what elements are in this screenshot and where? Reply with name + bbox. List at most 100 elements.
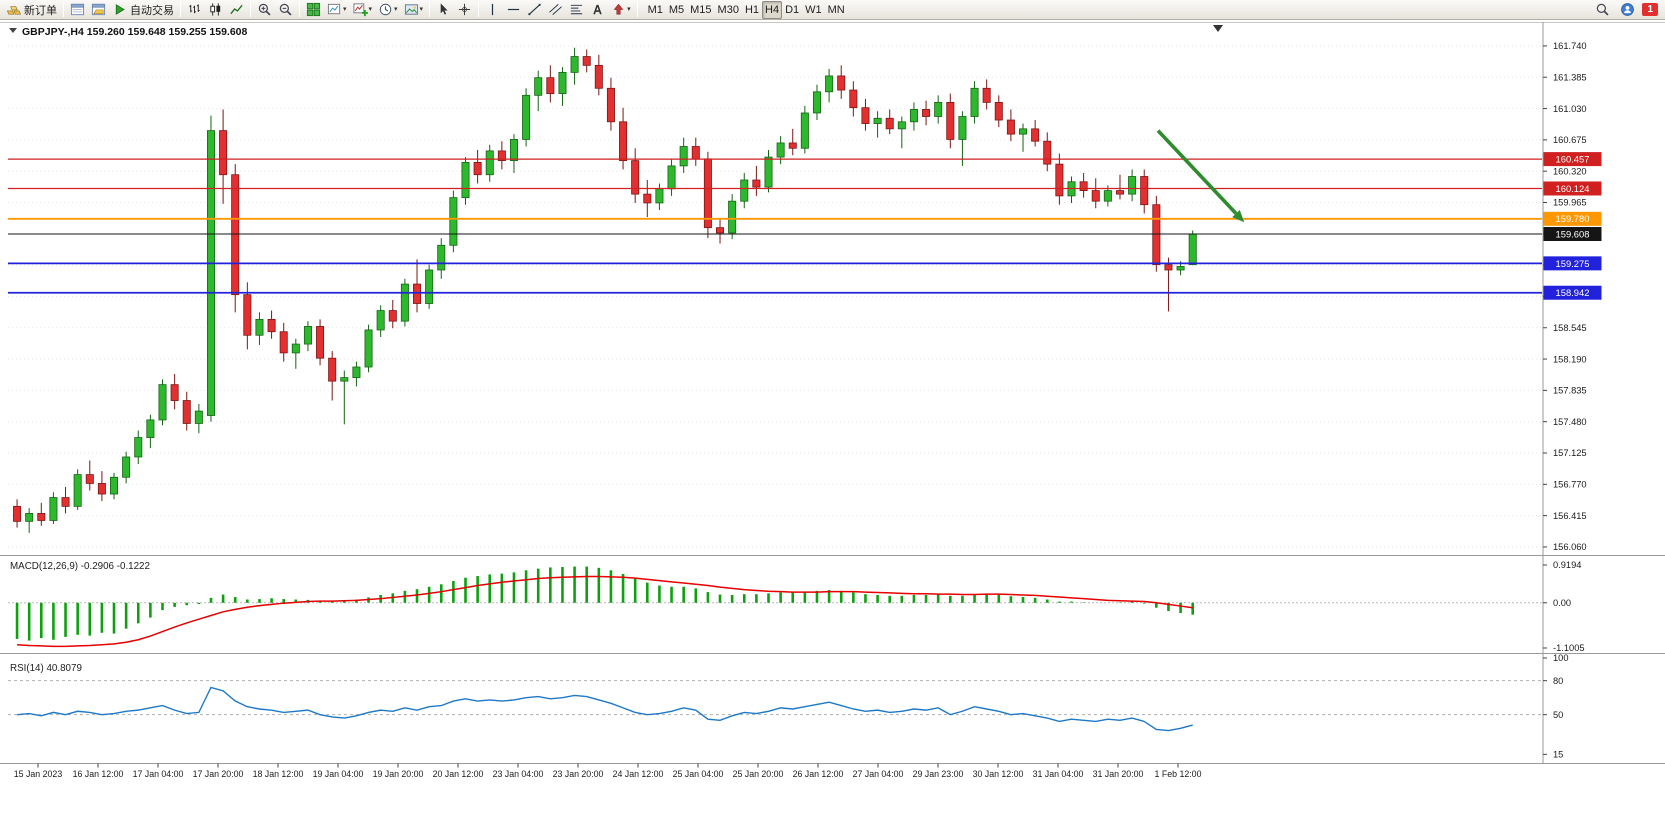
price-badge-159.780 bbox=[1543, 211, 1602, 226]
timeframe-button-h4[interactable]: H4 bbox=[762, 0, 783, 19]
chart-symbol-header: GBPJPY-,H4 159.260 159.648 159.255 159.6… bbox=[22, 26, 248, 38]
rsi-axis-label: 50 bbox=[1553, 710, 1563, 720]
screenshot-button[interactable]: ▾ bbox=[401, 1, 427, 19]
timeframe-button-w1[interactable]: W1 bbox=[802, 1, 825, 19]
search-button[interactable] bbox=[1592, 1, 1613, 19]
macd-axis-label: 0.9194 bbox=[1553, 560, 1581, 570]
periods-clock-icon bbox=[379, 3, 392, 16]
crosshair-button[interactable] bbox=[454, 1, 475, 19]
symbol-collapse-icon[interactable] bbox=[9, 28, 17, 33]
zoom-in-button[interactable] bbox=[254, 1, 275, 19]
equidistant-channel-button[interactable] bbox=[545, 1, 566, 19]
timeframe-button-mn[interactable]: MN bbox=[825, 1, 848, 19]
auto-trading-button[interactable]: 自动交易 bbox=[109, 1, 177, 19]
time-axis[interactable] bbox=[0, 764, 1665, 804]
timeframe-button-m5[interactable]: M5 bbox=[666, 1, 687, 19]
annotation-arrow[interactable] bbox=[1156, 129, 1238, 215]
price-axis-label: 159.965 bbox=[1553, 198, 1587, 208]
candlestick-chart-icon bbox=[210, 3, 221, 16]
time-axis-label: 25 Jan 20:00 bbox=[733, 769, 784, 779]
toolbar-separator bbox=[478, 2, 480, 17]
price-badge-158.942 bbox=[1543, 285, 1602, 300]
line-chart-button[interactable] bbox=[226, 1, 247, 19]
macd-signal-line bbox=[17, 575, 1193, 648]
timeframe-button-d1[interactable]: D1 bbox=[782, 1, 802, 19]
chart-plot-area[interactable] bbox=[8, 24, 1542, 554]
trendline-button[interactable] bbox=[524, 1, 545, 19]
time-axis-label: 26 Jan 12:00 bbox=[793, 769, 844, 779]
vertical-line-button[interactable] bbox=[482, 1, 503, 19]
toolbar-right-group: 1 bbox=[1592, 1, 1662, 19]
chart-canvas[interactable]: 161.740 161.385 161.030 160.675 160.320 159.9… bbox=[0, 20, 1665, 831]
dropdown-caret[interactable]: ▾ bbox=[419, 6, 424, 13]
price-axis-label: 157.835 bbox=[1553, 386, 1587, 396]
equidistant-channel-icon bbox=[549, 3, 562, 16]
candlestick-chart-button[interactable] bbox=[205, 1, 226, 19]
price-axis[interactable] bbox=[1543, 22, 1665, 763]
time-axis-label: 17 Jan 20:00 bbox=[193, 769, 244, 779]
price-badge-label: 160.457 bbox=[1556, 154, 1590, 165]
time-axis-label: 31 Jan 20:00 bbox=[1093, 769, 1144, 779]
bars-chart-icon bbox=[189, 4, 200, 14]
market-watch-button[interactable] bbox=[67, 1, 88, 19]
rsi-axis-label: 80 bbox=[1553, 676, 1563, 686]
dropdown-caret[interactable]: ▾ bbox=[368, 6, 373, 13]
screenshot-icon bbox=[404, 4, 418, 15]
arrows-button[interactable]: ▾ bbox=[608, 1, 634, 19]
toolbar-separator bbox=[63, 2, 64, 17]
macd-label: MACD(12,26,9) -0.2906 -0.1222 bbox=[10, 561, 150, 572]
zoom-out-icon bbox=[279, 3, 292, 16]
price-badge-label: 160.124 bbox=[1556, 183, 1590, 194]
main-toolbar: 新订单 自动交易 ▾ ▾ ▾ ▾ bbox=[0, 0, 1665, 20]
price-axis-label: 158.545 bbox=[1553, 323, 1587, 333]
auto-trading-play-icon bbox=[115, 4, 125, 15]
dropdown-caret[interactable]: ▾ bbox=[343, 6, 347, 13]
horizontal-line-button[interactable] bbox=[503, 1, 524, 19]
time-axis-label: 31 Jan 04:00 bbox=[1033, 769, 1084, 779]
price-badge-159.275 bbox=[1543, 256, 1602, 271]
time-axis-label: 23 Jan 04:00 bbox=[493, 769, 544, 779]
timeframe-button-m30[interactable]: M30 bbox=[715, 1, 742, 19]
timeframe-button-m1[interactable]: M1 bbox=[645, 1, 666, 19]
price-axis-label: 160.675 bbox=[1553, 135, 1587, 145]
time-axis-label: 19 Jan 20:00 bbox=[373, 769, 424, 779]
rsi-line bbox=[16, 686, 1193, 732]
price-badge-label: 159.780 bbox=[1556, 213, 1590, 224]
timeframe-button-h1[interactable]: H1 bbox=[742, 1, 762, 19]
time-axis-label: 27 Jan 04:00 bbox=[853, 769, 904, 779]
navigator-button[interactable] bbox=[88, 1, 109, 19]
time-axis-label: 30 Jan 12:00 bbox=[973, 769, 1024, 779]
annotation-arrow-head bbox=[1232, 209, 1245, 223]
templates-button[interactable]: ▾ bbox=[324, 1, 350, 19]
chart-background[interactable] bbox=[0, 20, 1665, 831]
timeframe-button-m15[interactable]: M15 bbox=[687, 1, 714, 19]
indicators-button[interactable]: ▾ bbox=[350, 1, 376, 19]
price-axis-label: 156.415 bbox=[1553, 511, 1587, 521]
tile-windows-button[interactable] bbox=[303, 1, 324, 19]
indicators-icon bbox=[352, 3, 368, 17]
fibonacci-button[interactable] bbox=[566, 1, 587, 19]
new-order-label: 新订单 bbox=[24, 4, 57, 17]
price-axis-label: 157.480 bbox=[1553, 417, 1587, 427]
time-axis-label: 23 Jan 20:00 bbox=[553, 769, 604, 779]
periods-button[interactable]: ▾ bbox=[375, 1, 401, 19]
bars-chart-button[interactable] bbox=[184, 1, 205, 19]
toolbar-separator bbox=[636, 2, 638, 17]
arrows-icon bbox=[613, 3, 624, 15]
dropdown-caret[interactable]: ▾ bbox=[394, 6, 398, 13]
text-button[interactable] bbox=[587, 1, 608, 19]
vertical-line-icon bbox=[491, 3, 494, 16]
price-badge-160.124 bbox=[1543, 181, 1602, 196]
community-button[interactable] bbox=[1617, 1, 1638, 19]
cursor-button[interactable] bbox=[433, 1, 454, 19]
new-order-button[interactable]: 新订单 bbox=[3, 1, 60, 19]
price-axis-label: 157.125 bbox=[1553, 448, 1587, 458]
dropdown-caret[interactable]: ▾ bbox=[627, 6, 631, 13]
chart-shift-marker[interactable] bbox=[1213, 25, 1223, 32]
time-axis-label: 17 Jan 04:00 bbox=[133, 769, 184, 779]
timeframe-toolbar: M1 M5 M15 M30 H1 H4 D1 W1 MN bbox=[645, 0, 848, 19]
time-axis-label: 16 Jan 12:00 bbox=[73, 769, 124, 779]
horizontal-line-icon bbox=[507, 8, 520, 11]
notification-badge[interactable]: 1 bbox=[1642, 3, 1658, 16]
zoom-out-button[interactable] bbox=[275, 1, 296, 19]
